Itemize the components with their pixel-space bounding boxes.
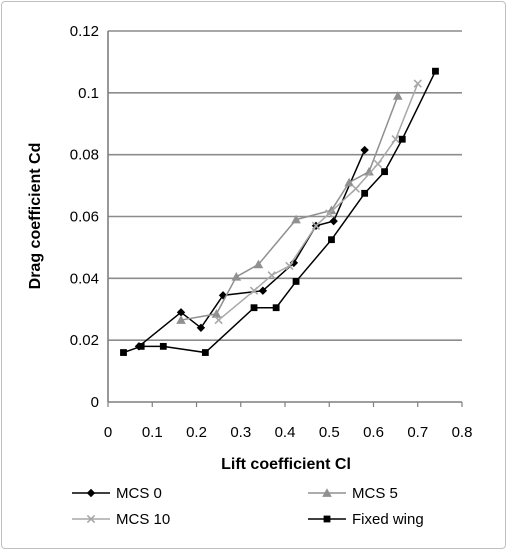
data-point — [120, 349, 127, 356]
data-point — [211, 309, 222, 318]
series-line — [138, 149, 366, 347]
series-mcs-0 — [134, 145, 369, 351]
x-tick-label: 0.5 — [319, 424, 340, 441]
data-point — [364, 166, 374, 176]
data-point — [311, 221, 321, 230]
y-tick-label: 0.04 — [70, 270, 99, 287]
series-fixed-wing — [120, 67, 439, 356]
y-axis-title: Drag coefficient Cd — [27, 143, 44, 290]
data-point — [326, 205, 337, 215]
data-point — [344, 177, 354, 187]
series-line — [123, 70, 437, 354]
data-point — [137, 342, 145, 350]
data-point — [176, 315, 186, 324]
data-point — [249, 286, 259, 295]
y-tick-label: 0.08 — [70, 147, 99, 164]
data-point — [398, 135, 406, 143]
y-tick-label: 0.02 — [70, 332, 99, 349]
data-point — [159, 342, 167, 350]
x-tick-label: 0.6 — [363, 424, 384, 441]
series-group — [120, 67, 439, 356]
data-point — [393, 91, 403, 100]
x-tick-label: 0.3 — [230, 424, 251, 441]
data-point — [272, 304, 280, 312]
x-tick-label: 0.2 — [186, 424, 207, 441]
legend-marker — [322, 488, 332, 497]
series-line — [180, 95, 399, 321]
data-point — [201, 349, 209, 356]
y-tick-label: 0.12 — [70, 23, 99, 40]
legend-label: MCS 10 — [116, 511, 170, 528]
data-point — [253, 259, 264, 269]
data-point — [432, 67, 439, 75]
data-point — [329, 216, 338, 226]
data-point — [250, 304, 258, 312]
legend-entry: MCS 0 — [72, 485, 162, 502]
y-tick-labels: 0 0.02 0.04 0.06 0.08 0.1 0.12 — [70, 23, 99, 411]
data-point — [373, 159, 383, 169]
legend-label: MCS 0 — [116, 485, 162, 502]
x-tick-label: 0.7 — [407, 424, 428, 441]
data-point — [328, 236, 335, 244]
axes — [107, 31, 463, 407]
y-tick-label: 0 — [91, 394, 99, 411]
data-point — [176, 308, 186, 317]
x-axis-title: Lift coefficient Cl — [221, 456, 351, 473]
data-point — [413, 79, 422, 88]
data-point — [361, 189, 369, 197]
legend-entry: Fixed wing — [308, 511, 424, 528]
legend-marker — [86, 488, 96, 498]
data-point — [391, 135, 400, 144]
data-point — [214, 315, 223, 325]
legend-entry: MCS 10 — [72, 511, 170, 528]
data-point — [285, 261, 294, 271]
x-tick-label: 0.4 — [275, 424, 296, 441]
data-point — [258, 286, 268, 295]
x-tick-labels: 0 0.1 0.2 0.3 0.4 0.5 0.6 0.7 0.8 — [104, 424, 473, 441]
data-point — [196, 323, 206, 332]
legend-label: Fixed wing — [352, 511, 424, 528]
legend-entry: MCS 5 — [308, 485, 398, 502]
data-point — [381, 168, 388, 176]
data-point — [292, 278, 300, 285]
data-point — [360, 145, 369, 155]
series-mcs-10 — [214, 79, 422, 325]
y-tick-label: 0.1 — [78, 85, 99, 102]
grid-lines — [108, 30, 462, 341]
x-tick-label: 0.1 — [142, 424, 163, 441]
data-point — [289, 258, 299, 268]
data-point — [291, 214, 301, 224]
data-point — [267, 271, 276, 280]
legend-marker — [323, 515, 331, 523]
data-point — [325, 209, 334, 218]
x-tick-label: 0 — [104, 424, 112, 441]
legend-marker — [86, 514, 96, 524]
series-line — [218, 83, 419, 321]
data-point — [231, 271, 242, 281]
data-point — [351, 184, 360, 193]
series-mcs-5 — [176, 91, 403, 324]
legend-label: MCS 5 — [352, 485, 398, 502]
x-tick-label: 0.8 — [452, 424, 473, 441]
legend: MCS 0 MCS 5 MCS 10 Fixed wing — [72, 485, 424, 528]
y-tick-label: 0.06 — [70, 209, 99, 226]
